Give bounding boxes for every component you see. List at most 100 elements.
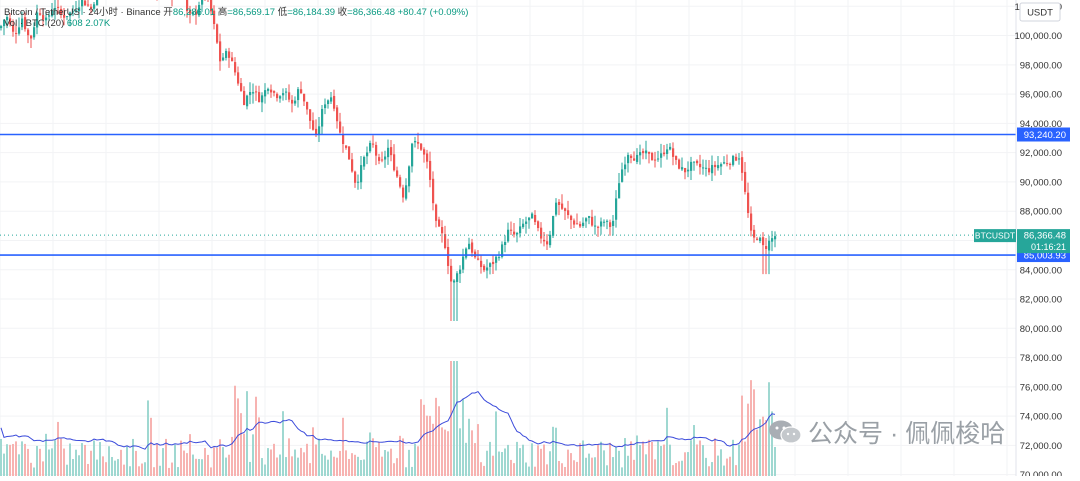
volume-bar xyxy=(72,458,74,476)
candle-body xyxy=(288,92,291,100)
candle-body xyxy=(417,142,420,144)
volume-bar xyxy=(270,449,272,476)
candle-body xyxy=(633,158,636,161)
candle-body xyxy=(420,143,423,150)
volume-bar xyxy=(225,457,227,476)
volume-bar xyxy=(45,433,47,476)
volume-bar xyxy=(222,447,224,476)
candle-body xyxy=(663,152,666,155)
volume-bar xyxy=(744,441,746,476)
volume-bar xyxy=(711,462,713,476)
volume-bar xyxy=(240,413,242,476)
y-tick-label: 100,000.00 xyxy=(1014,31,1062,42)
volume-bar xyxy=(66,464,68,476)
candle-body xyxy=(96,0,99,6)
candle-body xyxy=(555,202,558,215)
volume-bar xyxy=(588,453,590,476)
volume-bar xyxy=(753,389,755,476)
currency-badge[interactable]: USDT xyxy=(1019,2,1061,22)
volume-bar xyxy=(429,415,431,476)
candle-body xyxy=(492,261,495,265)
candle-body xyxy=(612,220,615,227)
y-tick-label: 74,000.00 xyxy=(1020,412,1062,423)
candle-body xyxy=(363,157,366,167)
volume-bar xyxy=(768,382,770,476)
candle-body xyxy=(312,120,315,130)
candle-body xyxy=(195,11,198,15)
y-tick-label: 80,000.00 xyxy=(1020,324,1062,335)
volume-bar xyxy=(378,441,380,476)
candle-body xyxy=(609,222,612,227)
volume-bar xyxy=(252,434,254,476)
volume-bar xyxy=(99,442,101,476)
candle-body xyxy=(681,167,684,170)
candle-body xyxy=(222,57,225,61)
candle-body xyxy=(192,12,195,14)
candle-body xyxy=(510,229,513,231)
candle-body xyxy=(696,160,699,164)
candle-body xyxy=(210,0,213,12)
low-value: =86,184.39 xyxy=(287,7,336,18)
candle-body xyxy=(477,258,480,260)
volume-bar xyxy=(447,431,449,476)
candle-body xyxy=(297,89,300,101)
volume-bar xyxy=(204,447,206,476)
volume-bar xyxy=(417,446,419,476)
volume-bar xyxy=(258,417,260,476)
candle-body xyxy=(546,241,549,245)
candle-body xyxy=(309,109,312,121)
volume-bar xyxy=(720,449,722,476)
volume-bar xyxy=(63,448,65,476)
volume-bar xyxy=(558,460,560,476)
candle-body xyxy=(0,26,3,29)
volume-bar xyxy=(96,459,98,476)
volume-bar xyxy=(543,444,545,476)
volume-bar xyxy=(228,454,230,476)
volume-bars xyxy=(0,361,776,476)
volume-bar xyxy=(342,417,344,476)
watermark-text: 公众号 · 佩佩梭哈 xyxy=(808,420,1006,448)
last-price-tag xyxy=(1017,229,1070,254)
volume-bar xyxy=(159,465,161,476)
candle-body xyxy=(606,220,609,222)
volume-bar xyxy=(414,443,416,476)
volume-bar xyxy=(198,458,200,476)
candle-body xyxy=(480,260,483,268)
y-tick-label: 98,000.00 xyxy=(1020,60,1062,71)
candle-body xyxy=(693,161,696,163)
candle-body xyxy=(570,215,573,221)
volume-bar xyxy=(639,444,641,476)
candle-body xyxy=(54,7,57,10)
chart-header-ohlc: Bitcoin / TetherUS · 24小时 · Binance 开86,… xyxy=(4,4,468,18)
candle-body xyxy=(69,12,72,17)
volume-bar xyxy=(6,444,8,476)
candle-body xyxy=(444,234,447,249)
candle-body xyxy=(762,237,765,246)
candle-body xyxy=(3,19,6,27)
volume-bar xyxy=(318,438,320,476)
volume-bar xyxy=(528,466,530,476)
candle-body xyxy=(282,93,285,96)
volume-bar xyxy=(138,466,140,476)
candle-body xyxy=(540,227,543,239)
candle-body xyxy=(735,156,738,161)
symbol-info: Bitcoin / TetherUS · 24小时 · Binance xyxy=(4,7,161,18)
volume-bar xyxy=(48,449,50,476)
candle-body xyxy=(201,0,204,5)
volume-bar xyxy=(687,452,689,476)
volume-bar xyxy=(621,467,623,476)
volume-bar xyxy=(723,465,725,476)
volume-bar xyxy=(600,441,602,476)
candle-body xyxy=(585,218,588,222)
volume-bar xyxy=(426,415,428,476)
volume-bar xyxy=(579,443,581,476)
volume-bar xyxy=(738,444,740,476)
hline-price-label: 85,003.93 xyxy=(1024,251,1066,262)
currency-badge-label: USDT xyxy=(1027,8,1053,19)
volume-bar xyxy=(177,467,179,476)
volume-bar xyxy=(477,424,479,476)
high-value: =86,569.17 xyxy=(227,7,276,18)
candle-body xyxy=(33,27,36,38)
